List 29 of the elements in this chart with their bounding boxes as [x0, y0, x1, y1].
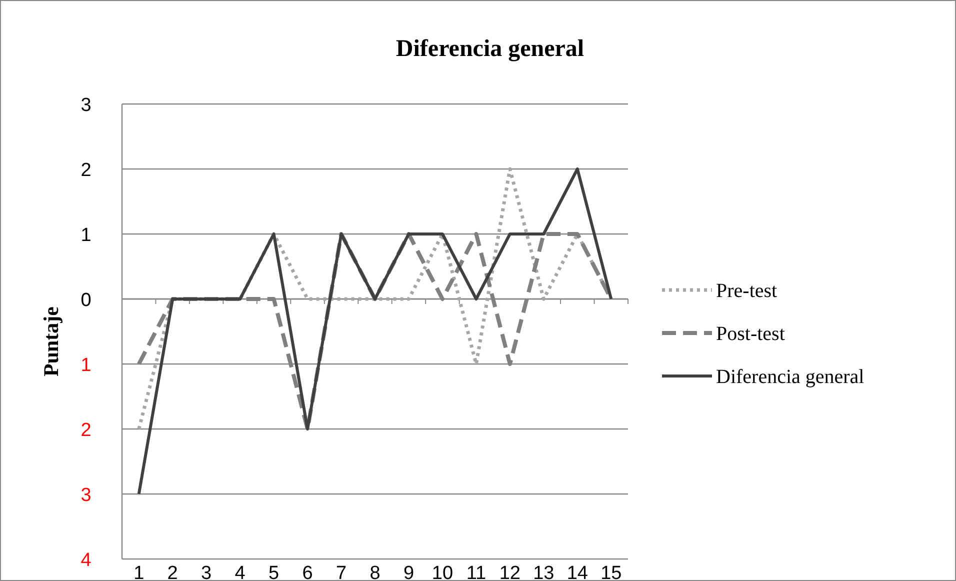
y-tick-label: 2 [80, 420, 92, 441]
y-tick-label: 1 [80, 225, 92, 246]
chart-title: Diferencia general [396, 36, 584, 62]
x-tick-label: 8 [370, 563, 380, 581]
y-tick-label: 1 [80, 355, 92, 376]
legend-label: Diferencia general [716, 366, 865, 388]
x-tick-label: 14 [566, 563, 588, 581]
x-tick-label: 1 [134, 563, 144, 581]
x-tick-label: 2 [167, 563, 178, 581]
line-series [137, 168, 613, 496]
y-tick-label: 2 [80, 160, 92, 181]
x-tick-label: 13 [533, 563, 554, 581]
x-tick-label: 10 [432, 563, 454, 581]
x-tick-label: 9 [403, 563, 414, 581]
y-tick-label: 3 [80, 485, 92, 506]
x-tick-label: 4 [234, 563, 246, 581]
x-tick-label: 12 [499, 563, 521, 581]
y-axis-title: Puntaje [39, 306, 63, 376]
line-series [137, 167, 613, 431]
y-tick-label: 0 [80, 290, 92, 311]
x-tick-label: 15 [600, 563, 622, 581]
x-tick-label: 5 [268, 563, 280, 581]
x-tick-label: 11 [466, 563, 486, 581]
x-tick-label: 6 [302, 563, 313, 581]
x-tick-label: 7 [336, 563, 347, 581]
y-tick-label: 3 [80, 95, 92, 116]
x-tick-label: 3 [201, 563, 212, 581]
legend-label: Post-test [716, 323, 786, 345]
legend-label: Pre-test [716, 280, 778, 302]
